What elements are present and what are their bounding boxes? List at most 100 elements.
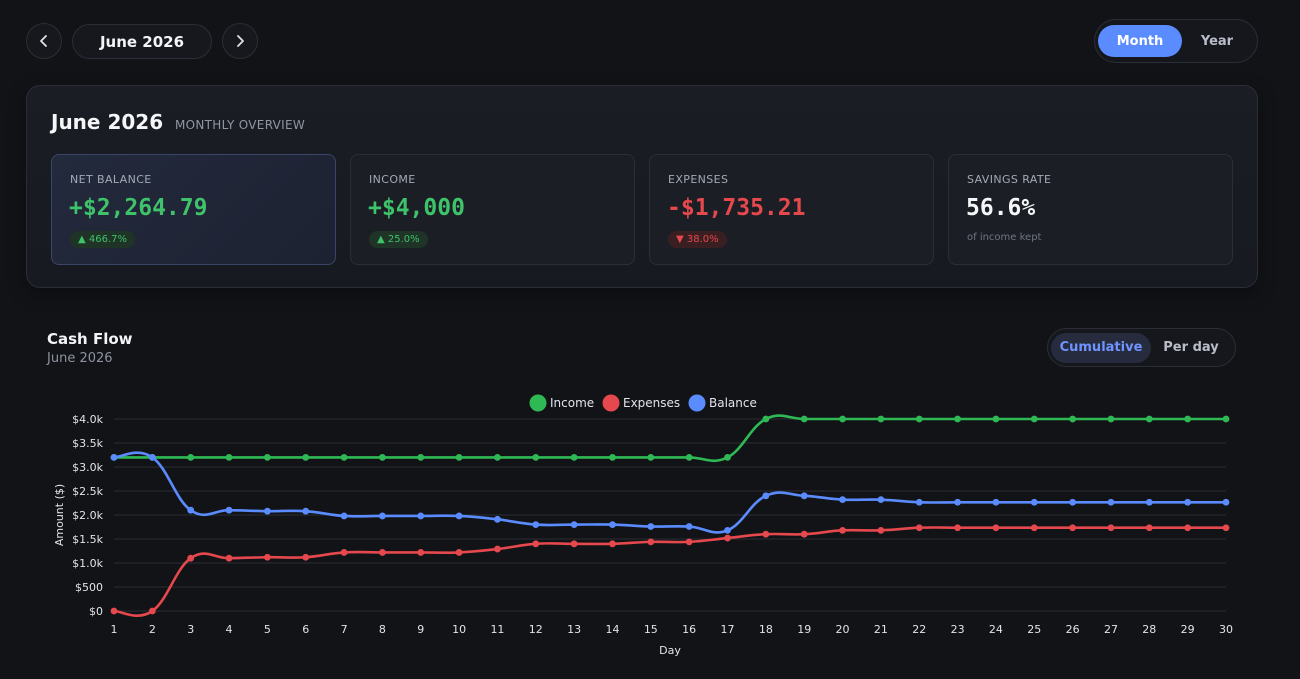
data-point-income xyxy=(417,454,425,461)
data-point-expenses xyxy=(1184,524,1192,532)
year-tab-button[interactable]: Year xyxy=(1200,33,1234,49)
cashflow-subtitle: June 2026 xyxy=(47,351,113,366)
net-balance-card: NET BALANCE +$2,264.79 ▲ 466.7% xyxy=(51,154,336,265)
data-point-balance xyxy=(915,498,923,506)
x-tick-label: 8 xyxy=(379,623,386,636)
data-point-balance xyxy=(1145,498,1153,506)
series-line-income xyxy=(114,414,1226,463)
series-line-balance xyxy=(113,451,1226,534)
chevron-right-icon xyxy=(237,35,244,47)
data-point-balance xyxy=(148,454,156,461)
data-point-balance xyxy=(762,492,770,500)
x-tick-label: 27 xyxy=(1104,623,1118,636)
data-point-balance xyxy=(877,496,885,504)
data-point-expenses xyxy=(110,607,118,615)
chevron-left-icon xyxy=(40,35,47,47)
data-point-balance xyxy=(839,496,846,504)
data-point-expenses xyxy=(1030,524,1038,532)
data-point-balance xyxy=(800,492,808,500)
legend-marker-expenses xyxy=(602,394,620,412)
data-point-expenses xyxy=(455,549,463,556)
y-tick-label: $1.0k xyxy=(72,557,103,570)
data-point-expenses xyxy=(647,538,655,546)
data-point-balance xyxy=(992,498,1000,506)
data-point-balance xyxy=(494,515,501,523)
data-point-income xyxy=(570,454,578,461)
current-month-label[interactable]: June 2026 xyxy=(72,24,212,59)
data-point-balance xyxy=(110,454,118,461)
card-value: +$2,264.79 xyxy=(69,195,208,221)
data-point-expenses xyxy=(839,526,846,534)
data-point-income xyxy=(609,454,616,461)
card-note: of income kept xyxy=(967,232,1042,243)
y-tick-label: $1.5k xyxy=(72,533,103,546)
data-point-expenses xyxy=(724,534,731,542)
card-label: EXPENSES xyxy=(668,173,729,186)
change-badge: ▼ 38.0% xyxy=(668,231,727,248)
income-card: INCOME +$4,000 ▲ 25.0% xyxy=(350,154,635,265)
x-tick-label: 7 xyxy=(341,623,348,636)
card-label: SAVINGS RATE xyxy=(967,173,1052,186)
data-point-income xyxy=(1184,415,1192,423)
data-point-expenses xyxy=(1069,524,1077,532)
data-point-expenses xyxy=(263,553,271,561)
data-point-expenses xyxy=(1222,524,1230,532)
data-point-balance xyxy=(1107,498,1115,506)
data-point-balance xyxy=(570,521,578,528)
data-point-balance xyxy=(455,512,463,520)
data-point-expenses xyxy=(340,549,348,556)
data-point-balance xyxy=(1030,498,1038,506)
monthly-overview-panel: June 2026 MONTHLY OVERVIEW NET BALANCE +… xyxy=(26,85,1258,288)
data-point-balance xyxy=(954,498,961,506)
x-tick-label: 15 xyxy=(644,623,658,636)
data-point-income xyxy=(839,415,846,423)
legend-label-balance: Balance xyxy=(709,396,757,410)
data-point-expenses xyxy=(148,607,156,615)
y-tick-label: $4.0k xyxy=(72,413,103,426)
x-tick-label: 28 xyxy=(1142,623,1156,636)
data-point-income xyxy=(647,454,655,461)
data-point-income xyxy=(494,454,501,461)
x-tick-label: 6 xyxy=(302,623,309,636)
data-point-balance xyxy=(340,512,348,520)
card-value: +$4,000 xyxy=(368,195,465,221)
data-point-income xyxy=(1145,415,1153,423)
y-tick-label: $2.0k xyxy=(72,509,103,522)
x-tick-label: 3 xyxy=(187,623,194,636)
prev-month-button[interactable] xyxy=(26,23,62,59)
cashflow-title: Cash Flow xyxy=(47,330,133,348)
x-tick-label: 13 xyxy=(567,623,581,636)
expenses-card: EXPENSES -$1,735.21 ▼ 38.0% xyxy=(649,154,934,265)
data-point-balance xyxy=(724,526,731,534)
data-point-income xyxy=(992,415,1000,423)
data-point-expenses xyxy=(379,549,386,556)
data-point-balance xyxy=(302,507,310,515)
x-tick-label: 1 xyxy=(111,623,118,636)
data-point-expenses xyxy=(992,524,1000,532)
data-point-balance xyxy=(1069,498,1077,506)
month-tab-button[interactable]: Month xyxy=(1098,25,1182,57)
x-tick-label: 16 xyxy=(682,623,696,636)
x-tick-label: 4 xyxy=(226,623,233,636)
legend-marker-income xyxy=(529,394,547,412)
y-tick-label: $500 xyxy=(75,581,103,594)
data-point-income xyxy=(263,454,271,461)
x-tick-label: 18 xyxy=(759,623,773,636)
next-month-button[interactable] xyxy=(222,23,258,59)
data-point-income xyxy=(187,454,195,461)
x-axis-title: Day xyxy=(659,644,681,657)
data-point-balance xyxy=(1184,498,1192,506)
cumulative-tab-button[interactable]: Cumulative xyxy=(1051,332,1151,363)
x-tick-label: 29 xyxy=(1181,623,1195,636)
card-label: NET BALANCE xyxy=(70,173,152,186)
per-day-tab-button[interactable]: Per day xyxy=(1163,340,1219,355)
data-point-income xyxy=(1069,415,1077,423)
data-point-income xyxy=(340,454,348,461)
data-point-income xyxy=(532,454,540,461)
data-point-income xyxy=(225,454,233,461)
data-point-expenses xyxy=(225,554,233,562)
cash-flow-chart: $0 $500 $1.0k $1.5k $2.0k $2.5k $3.0k $3.5k $4.0… xyxy=(53,394,1233,657)
data-point-balance xyxy=(532,521,540,528)
savings-rate-card: SAVINGS RATE 56.6% of income kept xyxy=(948,154,1233,265)
data-point-expenses xyxy=(187,554,195,562)
